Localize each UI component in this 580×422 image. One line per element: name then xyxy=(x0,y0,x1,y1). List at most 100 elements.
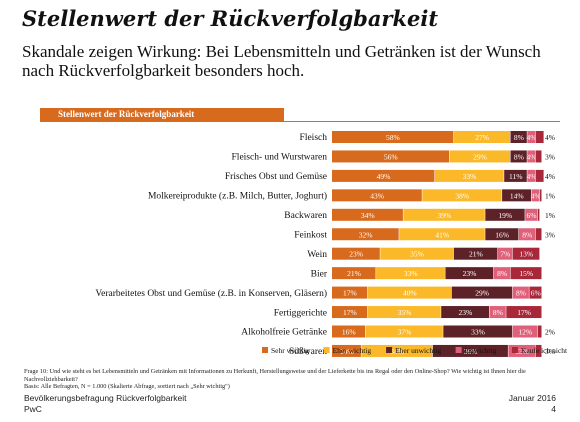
category-label: Süßwaren xyxy=(289,346,327,357)
data-label: 16% xyxy=(495,230,509,239)
data-label: 40% xyxy=(403,289,417,298)
data-label: 1% xyxy=(545,211,555,220)
data-label: 17% xyxy=(343,308,357,317)
bar-segment xyxy=(367,306,441,319)
category-label: Fertiggerichte xyxy=(274,308,327,318)
bar-segment xyxy=(485,228,519,241)
bar-segment xyxy=(332,150,450,163)
category-label: Alkoholfreie Getränke xyxy=(241,327,327,338)
category-label: Wein xyxy=(307,250,327,260)
footnote-question: Frage 10: Und wie steht es bei Lebensmit… xyxy=(24,368,526,383)
bar-segment xyxy=(537,208,540,221)
data-label: 2% xyxy=(545,328,555,337)
data-label: 38% xyxy=(455,191,469,200)
bar-segment xyxy=(531,189,540,202)
data-label: 58% xyxy=(386,133,400,142)
data-label: 29% xyxy=(473,152,487,161)
company-label: PwC xyxy=(24,404,42,414)
category-label: Molkereiprodukte (z.B. Milch, Butter, Jo… xyxy=(148,191,327,202)
data-label: 8% xyxy=(516,289,526,298)
footnote-basis: Basis: Alle Befragten, N = 1.000 (Skalie… xyxy=(24,383,230,390)
bar-segment xyxy=(512,247,540,260)
legend-swatch xyxy=(455,347,462,353)
bar-segment xyxy=(527,131,536,143)
bar-segment xyxy=(434,169,504,182)
bar-segment xyxy=(510,150,527,163)
bar-segment xyxy=(399,228,485,241)
bar-segment xyxy=(535,131,544,143)
bar-segment xyxy=(443,325,513,338)
data-label: 7% xyxy=(500,250,510,259)
bar-segment xyxy=(453,131,510,143)
bar-segment xyxy=(332,267,376,280)
bar-segment xyxy=(367,286,452,299)
bar-segment xyxy=(332,131,454,143)
category-label: Backwaren xyxy=(284,211,327,221)
legend-swatch xyxy=(323,347,330,353)
bar-segment xyxy=(512,286,529,299)
data-label: 3% xyxy=(545,347,555,356)
bar-segment xyxy=(497,247,513,260)
bar-segment xyxy=(518,228,536,241)
data-label: 3% xyxy=(545,152,555,161)
data-label: 35% xyxy=(398,308,412,317)
bar-segment xyxy=(535,344,542,357)
bar-segment xyxy=(539,189,542,202)
data-label: 14% xyxy=(510,191,524,200)
data-label: 34% xyxy=(361,211,375,220)
bar-segment xyxy=(535,228,542,241)
bar-segment xyxy=(332,169,435,182)
legend-label: Eher unwichtig xyxy=(395,346,441,355)
bar-segment xyxy=(453,247,498,260)
data-label: 3% xyxy=(545,230,555,239)
data-label: 17% xyxy=(343,289,357,298)
bar-segment xyxy=(510,131,527,143)
data-label: 21% xyxy=(347,269,361,278)
data-label: 8% xyxy=(497,269,507,278)
data-label: 33% xyxy=(471,328,485,337)
data-label: 13% xyxy=(519,250,533,259)
data-label: 4% xyxy=(527,152,537,161)
legend-label: Kaufe ich nicht xyxy=(521,346,568,355)
data-label: 49% xyxy=(377,172,391,181)
bar-segment xyxy=(332,306,368,319)
bar-segment xyxy=(422,189,502,202)
data-label: 32% xyxy=(359,230,373,239)
data-label: 17% xyxy=(517,308,531,317)
data-label: 12% xyxy=(518,328,532,337)
data-label: 41% xyxy=(435,230,449,239)
date-label: Januar 2016 xyxy=(508,393,556,403)
data-label: 21% xyxy=(469,250,483,259)
bar-segment xyxy=(332,344,361,357)
bar-segment xyxy=(432,344,508,357)
bar-segment xyxy=(441,306,489,319)
data-label: 35% xyxy=(410,250,424,259)
bar-segment xyxy=(332,247,380,260)
data-label: 23% xyxy=(458,308,472,317)
data-label: 19% xyxy=(498,211,512,220)
data-label: 16% xyxy=(342,328,356,337)
category-label: Feinkost xyxy=(294,230,327,240)
data-label: 23% xyxy=(349,250,363,259)
data-label: 39% xyxy=(437,211,451,220)
bar-segment xyxy=(527,150,536,163)
stacked-bar-chart: Fleisch 58% 27% 8% 4% 4%Fleisch- und Wurstwar… xyxy=(95,131,568,357)
data-label: 6% xyxy=(527,211,537,220)
data-label: 23% xyxy=(463,269,477,278)
category-label: Fleisch xyxy=(300,133,328,143)
legend-swatch xyxy=(511,347,518,353)
data-label: 14% xyxy=(340,347,354,356)
chart-banner xyxy=(40,108,284,121)
bar-segment xyxy=(332,189,422,202)
bar-segment xyxy=(525,208,538,221)
data-label: 33% xyxy=(404,269,418,278)
page-number: 4 xyxy=(551,404,556,414)
legend-label: Sehr wichtig xyxy=(271,346,309,355)
bar-segment xyxy=(332,286,368,299)
source-label: Bevölkerungsbefragung Rückverfolgbarkeit xyxy=(24,393,187,403)
bar-segment xyxy=(445,267,494,280)
bar-segment xyxy=(489,306,506,319)
data-label: 37% xyxy=(398,328,412,337)
bar-segment xyxy=(502,189,531,202)
data-label: 56% xyxy=(384,152,398,161)
